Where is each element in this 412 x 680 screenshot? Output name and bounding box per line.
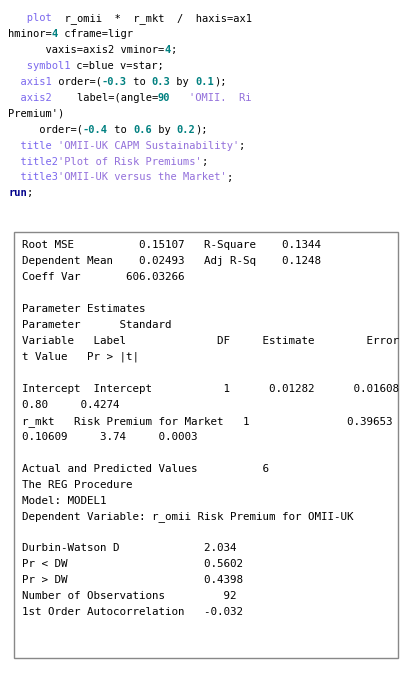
- Bar: [14, 232, 398, 658]
- Text: 4: 4: [52, 29, 58, 39]
- Text: 0.1: 0.1: [196, 77, 214, 86]
- Text: 0.2: 0.2: [177, 124, 196, 135]
- Text: to: to: [127, 77, 152, 86]
- Text: 'Plot of Risk Premiums': 'Plot of Risk Premiums': [58, 156, 202, 167]
- Text: Number of Observations         92: Number of Observations 92: [22, 592, 236, 601]
- Text: The REG Procedure: The REG Procedure: [22, 479, 133, 490]
- Text: 'OMII-UK versus the Market': 'OMII-UK versus the Market': [58, 173, 227, 182]
- Text: Dependent Mean    0.02493   Adj R-Sq    0.1248: Dependent Mean 0.02493 Adj R-Sq 0.1248: [22, 256, 321, 266]
- Text: );: );: [214, 77, 227, 86]
- Text: Pr > DW                     0.4398: Pr > DW 0.4398: [22, 575, 243, 585]
- Text: 0.3: 0.3: [152, 77, 171, 86]
- Text: Pr < DW                     0.5602: Pr < DW 0.5602: [22, 560, 243, 569]
- Text: Root MSE          0.15107   R-Square    0.1344: Root MSE 0.15107 R-Square 0.1344: [22, 240, 321, 250]
- Text: -0.3: -0.3: [102, 77, 127, 86]
- Text: plot: plot: [8, 13, 52, 22]
- Text: Durbin-Watson D             2.034: Durbin-Watson D 2.034: [22, 543, 236, 554]
- Text: r_omii  *  r_mkt  /  haxis=ax1: r_omii * r_mkt / haxis=ax1: [52, 13, 252, 24]
- Text: Parameter      Standard: Parameter Standard: [22, 320, 171, 330]
- Text: Intercept  Intercept           1      0.01282      0.01608: Intercept Intercept 1 0.01282 0.01608: [22, 384, 399, 394]
- Text: symbol1: symbol1: [8, 61, 70, 71]
- Text: axis1: axis1: [8, 77, 52, 86]
- Text: r_mkt   Risk Premium for Market   1               0.39653: r_mkt Risk Premium for Market 1 0.39653: [22, 415, 393, 426]
- Text: label=(angle=: label=(angle=: [52, 92, 158, 103]
- Text: 'OMII.  Ri: 'OMII. Ri: [189, 92, 252, 103]
- Text: 0.6: 0.6: [133, 124, 152, 135]
- Text: ;: ;: [227, 173, 233, 182]
- Text: Coeff Var       606.03266: Coeff Var 606.03266: [22, 272, 185, 282]
- Text: 90: 90: [158, 92, 171, 103]
- Text: );: );: [196, 124, 208, 135]
- Text: Model: MODEL1: Model: MODEL1: [22, 496, 106, 505]
- Text: hminor=: hminor=: [8, 29, 52, 39]
- Text: t Value   Pr > |t|: t Value Pr > |t|: [22, 352, 139, 362]
- Text: 'OMII-UK CAPM Sustainability': 'OMII-UK CAPM Sustainability': [58, 141, 239, 150]
- Text: order=(: order=(: [8, 124, 83, 135]
- Text: 0.10609     3.74     0.0003: 0.10609 3.74 0.0003: [22, 432, 197, 441]
- Text: -0.4: -0.4: [83, 124, 108, 135]
- Text: title2: title2: [8, 156, 58, 167]
- Text: 4: 4: [164, 45, 171, 54]
- Text: ;: ;: [202, 156, 208, 167]
- Text: title: title: [8, 141, 52, 150]
- Text: order=(: order=(: [52, 77, 102, 86]
- Text: cframe=ligr: cframe=ligr: [58, 29, 133, 39]
- Text: Premium'): Premium'): [8, 109, 64, 118]
- Text: ;: ;: [239, 141, 246, 150]
- Text: ;: ;: [27, 188, 33, 199]
- Text: axis2: axis2: [8, 92, 52, 103]
- Text: ;: ;: [171, 45, 177, 54]
- Text: Dependent Variable: r_omii Risk Premium for OMII-UK: Dependent Variable: r_omii Risk Premium …: [22, 511, 353, 522]
- Text: vaxis=axis2 vminor=: vaxis=axis2 vminor=: [8, 45, 164, 54]
- Text: Actual and Predicted Values          6: Actual and Predicted Values 6: [22, 464, 269, 473]
- Text: 1st Order Autocorrelation   -0.032: 1st Order Autocorrelation -0.032: [22, 607, 243, 617]
- Text: 0.80     0.4274: 0.80 0.4274: [22, 400, 119, 409]
- Text: by: by: [152, 124, 177, 135]
- Text: c=blue v=star;: c=blue v=star;: [70, 61, 164, 71]
- Text: to: to: [108, 124, 133, 135]
- Text: Variable   Label              DF     Estimate        Error: Variable Label DF Estimate Error: [22, 336, 399, 346]
- Text: by: by: [171, 77, 196, 86]
- Text: Parameter Estimates: Parameter Estimates: [22, 304, 145, 314]
- Text: run: run: [8, 188, 27, 199]
- Text: title3: title3: [8, 173, 58, 182]
